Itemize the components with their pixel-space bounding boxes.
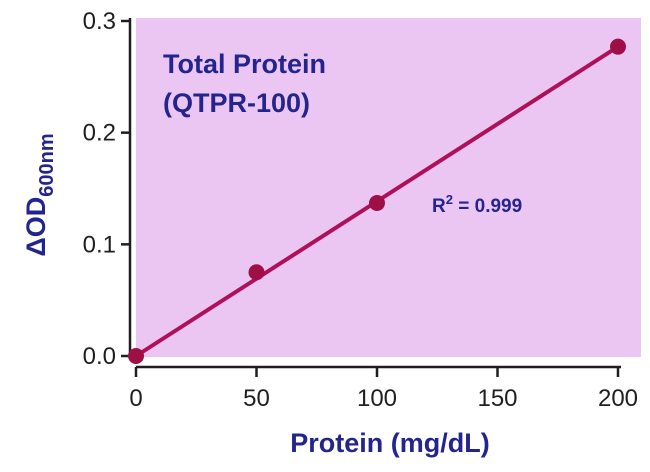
x-axis-label: Protein (mg/dL) [290, 428, 489, 458]
y-axis-label: ΔOD600nm [21, 133, 58, 256]
r-label: R [432, 196, 446, 217]
r-value: = 0.999 [453, 196, 522, 217]
y-tick-labels: 0.0 0.1 0.2 0.3 [83, 8, 116, 370]
tick-marks [121, 19, 620, 377]
y-axis-label-delta: Δ [21, 237, 51, 256]
y-tick-label: 0.1 [83, 231, 116, 258]
x-tick-label: 150 [477, 385, 517, 412]
data-point [128, 348, 144, 364]
chart-title-line1: Total Protein [163, 49, 326, 79]
r-superscript: 2 [446, 192, 453, 207]
y-tick-label: 0.3 [83, 8, 116, 35]
r-squared-annotation: R2 = 0.999 [432, 192, 522, 217]
x-tick-label: 0 [129, 385, 142, 412]
axes [128, 18, 621, 369]
y-axis-label-subscript: 600nm [36, 133, 58, 196]
x-tick-label: 200 [598, 385, 638, 412]
data-point [369, 195, 385, 212]
y-tick-label: 0.2 [83, 120, 116, 147]
y-tick-label: 0.0 [83, 343, 116, 370]
data-point [610, 38, 626, 55]
data-point [248, 264, 265, 281]
x-tick-labels: 0 50 100 150 200 [129, 385, 638, 412]
x-tick-label: 50 [243, 385, 270, 412]
x-tick-label: 100 [357, 385, 397, 412]
series-layer [128, 38, 626, 364]
y-axis-label-main: OD [21, 197, 51, 238]
chart-title-line2: (QTPR-100) [163, 88, 310, 118]
